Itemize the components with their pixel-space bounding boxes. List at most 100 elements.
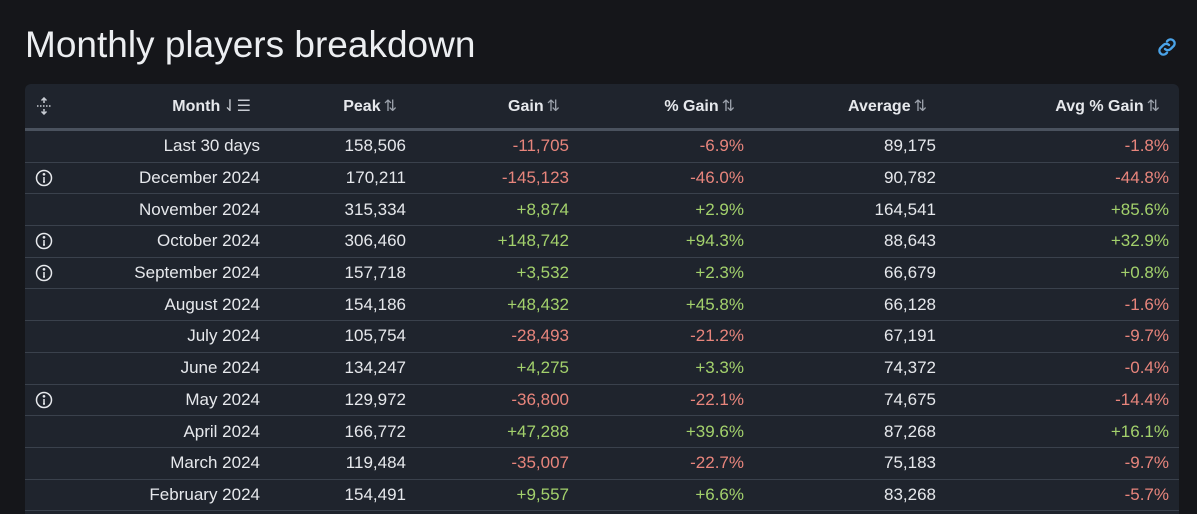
cell-peak: 134,247 <box>344 358 406 378</box>
header-percent-gain[interactable]: % Gain ⇅ <box>664 98 735 115</box>
cell-peak: 119,484 <box>345 453 406 473</box>
cell-avgpgain: -9.7% <box>1124 453 1169 473</box>
cell-avg: 90,782 <box>884 168 936 188</box>
table-row: May 2024 129,972 -36,800 -22.1% 74,675 -14.4% <box>25 385 1179 417</box>
table-row: February 2024 154,491 +9,557 +6.6% 83,268 -5.… <box>25 480 1179 512</box>
info-icon[interactable] <box>35 232 53 250</box>
expand-rows-icon[interactable] <box>35 97 53 115</box>
table-row: September 2024 157,718 +3,532 +2.3% 66,679 +0… <box>25 258 1179 290</box>
cell-avgpgain: -14.4% <box>1115 389 1169 409</box>
cell-gain: -145,123 <box>501 168 569 188</box>
cell-avgpgain: +32.9% <box>1110 231 1169 251</box>
cell-pgain: -22.7% <box>690 453 744 473</box>
cell-avg: 87,268 <box>884 421 936 441</box>
table-row: June 2024 134,247 +4,275 +3.3% 74,372 -0.4% <box>25 353 1179 385</box>
table-header: Month ⇃☰ Peak ⇅ Gain ⇅ % Gain ⇅ Average ⇅ Avg… <box>25 84 1179 131</box>
cell-avgpgain: -0.4% <box>1124 358 1169 378</box>
table-row: December 2024 170,211 -145,123 -46.0% 90,782… <box>25 163 1179 195</box>
cell-month: February 2024 <box>149 484 260 504</box>
table-row: October 2024 306,460 +148,742 +94.3% 88,643 +… <box>25 226 1179 258</box>
cell-pgain: -46.0% <box>690 168 744 188</box>
header-month[interactable]: Month ⇃☰ <box>172 98 251 115</box>
cell-avgpgain: +16.1% <box>1110 421 1169 441</box>
cell-gain: +148,742 <box>497 231 569 251</box>
cell-month: November 2024 <box>139 199 260 219</box>
cell-avg: 66,128 <box>884 294 936 314</box>
cell-avg: 74,675 <box>884 389 936 409</box>
header-peak[interactable]: Peak ⇅ <box>343 98 397 115</box>
cell-gain: +9,557 <box>516 484 569 504</box>
cell-pgain: -22.1% <box>690 389 744 409</box>
sort-icon: ⇅ <box>546 98 560 115</box>
table-row: August 2024 154,186 +48,432 +45.8% 66,128 -1.… <box>25 289 1179 322</box>
cell-peak: 154,491 <box>344 484 406 504</box>
cell-month: March 2024 <box>170 453 260 473</box>
cell-month: September 2024 <box>134 263 260 283</box>
cell-avgpgain: -1.8% <box>1124 136 1169 156</box>
header-gain[interactable]: Gain ⇅ <box>508 98 560 115</box>
sort-desc-icon: ⇃☰ <box>223 98 251 115</box>
cell-peak: 166,772 <box>344 421 406 441</box>
cell-pgain: -6.9% <box>699 136 744 156</box>
cell-avg: 75,183 <box>884 453 936 473</box>
cell-pgain: +2.3% <box>695 263 744 283</box>
table-row: November 2024 315,334 +8,874 +2.9% 164,541 +8… <box>25 194 1179 227</box>
cell-peak: 154,186 <box>344 294 406 314</box>
info-icon[interactable] <box>35 391 53 409</box>
cell-peak: 306,460 <box>344 231 406 251</box>
cell-pgain: +39.6% <box>685 421 744 441</box>
cell-pgain: +2.9% <box>695 199 744 219</box>
cell-avg: 89,175 <box>884 136 936 156</box>
header-avg-percent-gain[interactable]: Avg % Gain ⇅ <box>1055 98 1160 115</box>
cell-gain: +8,874 <box>516 199 569 219</box>
cell-peak: 129,972 <box>344 389 406 409</box>
cell-month: April 2024 <box>183 421 260 441</box>
cell-avg: 88,643 <box>884 231 936 251</box>
cell-gain: +3,532 <box>516 263 569 283</box>
page-title: Monthly players breakdown <box>25 24 476 65</box>
cell-avg: 164,541 <box>874 199 936 219</box>
info-icon[interactable] <box>35 264 53 282</box>
cell-avg: 74,372 <box>884 358 936 378</box>
cell-avg: 67,191 <box>884 326 936 346</box>
cell-pgain: +45.8% <box>685 294 744 314</box>
table-row: March 2024 119,484 -35,007 -22.7% 75,183 -9.7… <box>25 448 1179 480</box>
table-row: Last 30 days 158,506 -11,705 -6.9% 89,175 -1.… <box>25 131 1179 163</box>
cell-month: July 2024 <box>187 326 260 346</box>
cell-month: May 2024 <box>185 389 260 409</box>
info-icon[interactable] <box>35 169 53 187</box>
cell-peak: 315,334 <box>344 199 406 219</box>
cell-gain: -28,493 <box>511 326 569 346</box>
cell-month: August 2024 <box>164 294 260 314</box>
cell-gain: +48,432 <box>507 294 569 314</box>
cell-pgain: +6.6% <box>695 484 744 504</box>
cell-avgpgain: -1.6% <box>1124 294 1169 314</box>
table-row: April 2024 166,772 +47,288 +39.6% 87,268 +16.… <box>25 416 1179 448</box>
sort-icon: ⇅ <box>913 98 927 115</box>
cell-avg: 66,679 <box>884 263 936 283</box>
cell-peak: 157,718 <box>344 263 406 283</box>
cell-gain: -35,007 <box>511 453 569 473</box>
sort-icon: ⇅ <box>1146 98 1160 115</box>
cell-gain: -36,800 <box>511 389 569 409</box>
cell-pgain: -21.2% <box>690 326 744 346</box>
header-average[interactable]: Average ⇅ <box>848 98 927 115</box>
cell-month: June 2024 <box>180 358 260 378</box>
cell-gain: +47,288 <box>507 421 569 441</box>
players-table: Month ⇃☰ Peak ⇅ Gain ⇅ % Gain ⇅ Average ⇅ Avg… <box>25 84 1179 514</box>
cell-pgain: +3.3% <box>695 358 744 378</box>
cell-gain: +4,275 <box>516 358 569 378</box>
cell-gain: -11,705 <box>512 136 569 156</box>
cell-month: October 2024 <box>156 231 260 251</box>
cell-avgpgain: -9.7% <box>1124 326 1169 346</box>
cell-avgpgain: -5.7% <box>1124 484 1169 504</box>
sort-icon: ⇅ <box>383 98 397 115</box>
cell-avgpgain: +85.6% <box>1110 199 1169 219</box>
cell-avg: 83,268 <box>884 484 936 504</box>
cell-month: December 2024 <box>139 168 260 188</box>
cell-month: Last 30 days <box>163 136 260 156</box>
table-row: July 2024 105,754 -28,493 -21.2% 67,191 -9.7% <box>25 321 1179 353</box>
cell-pgain: +94.3% <box>685 231 744 251</box>
link-icon[interactable] <box>1155 35 1179 59</box>
cell-peak: 170,211 <box>345 168 406 188</box>
